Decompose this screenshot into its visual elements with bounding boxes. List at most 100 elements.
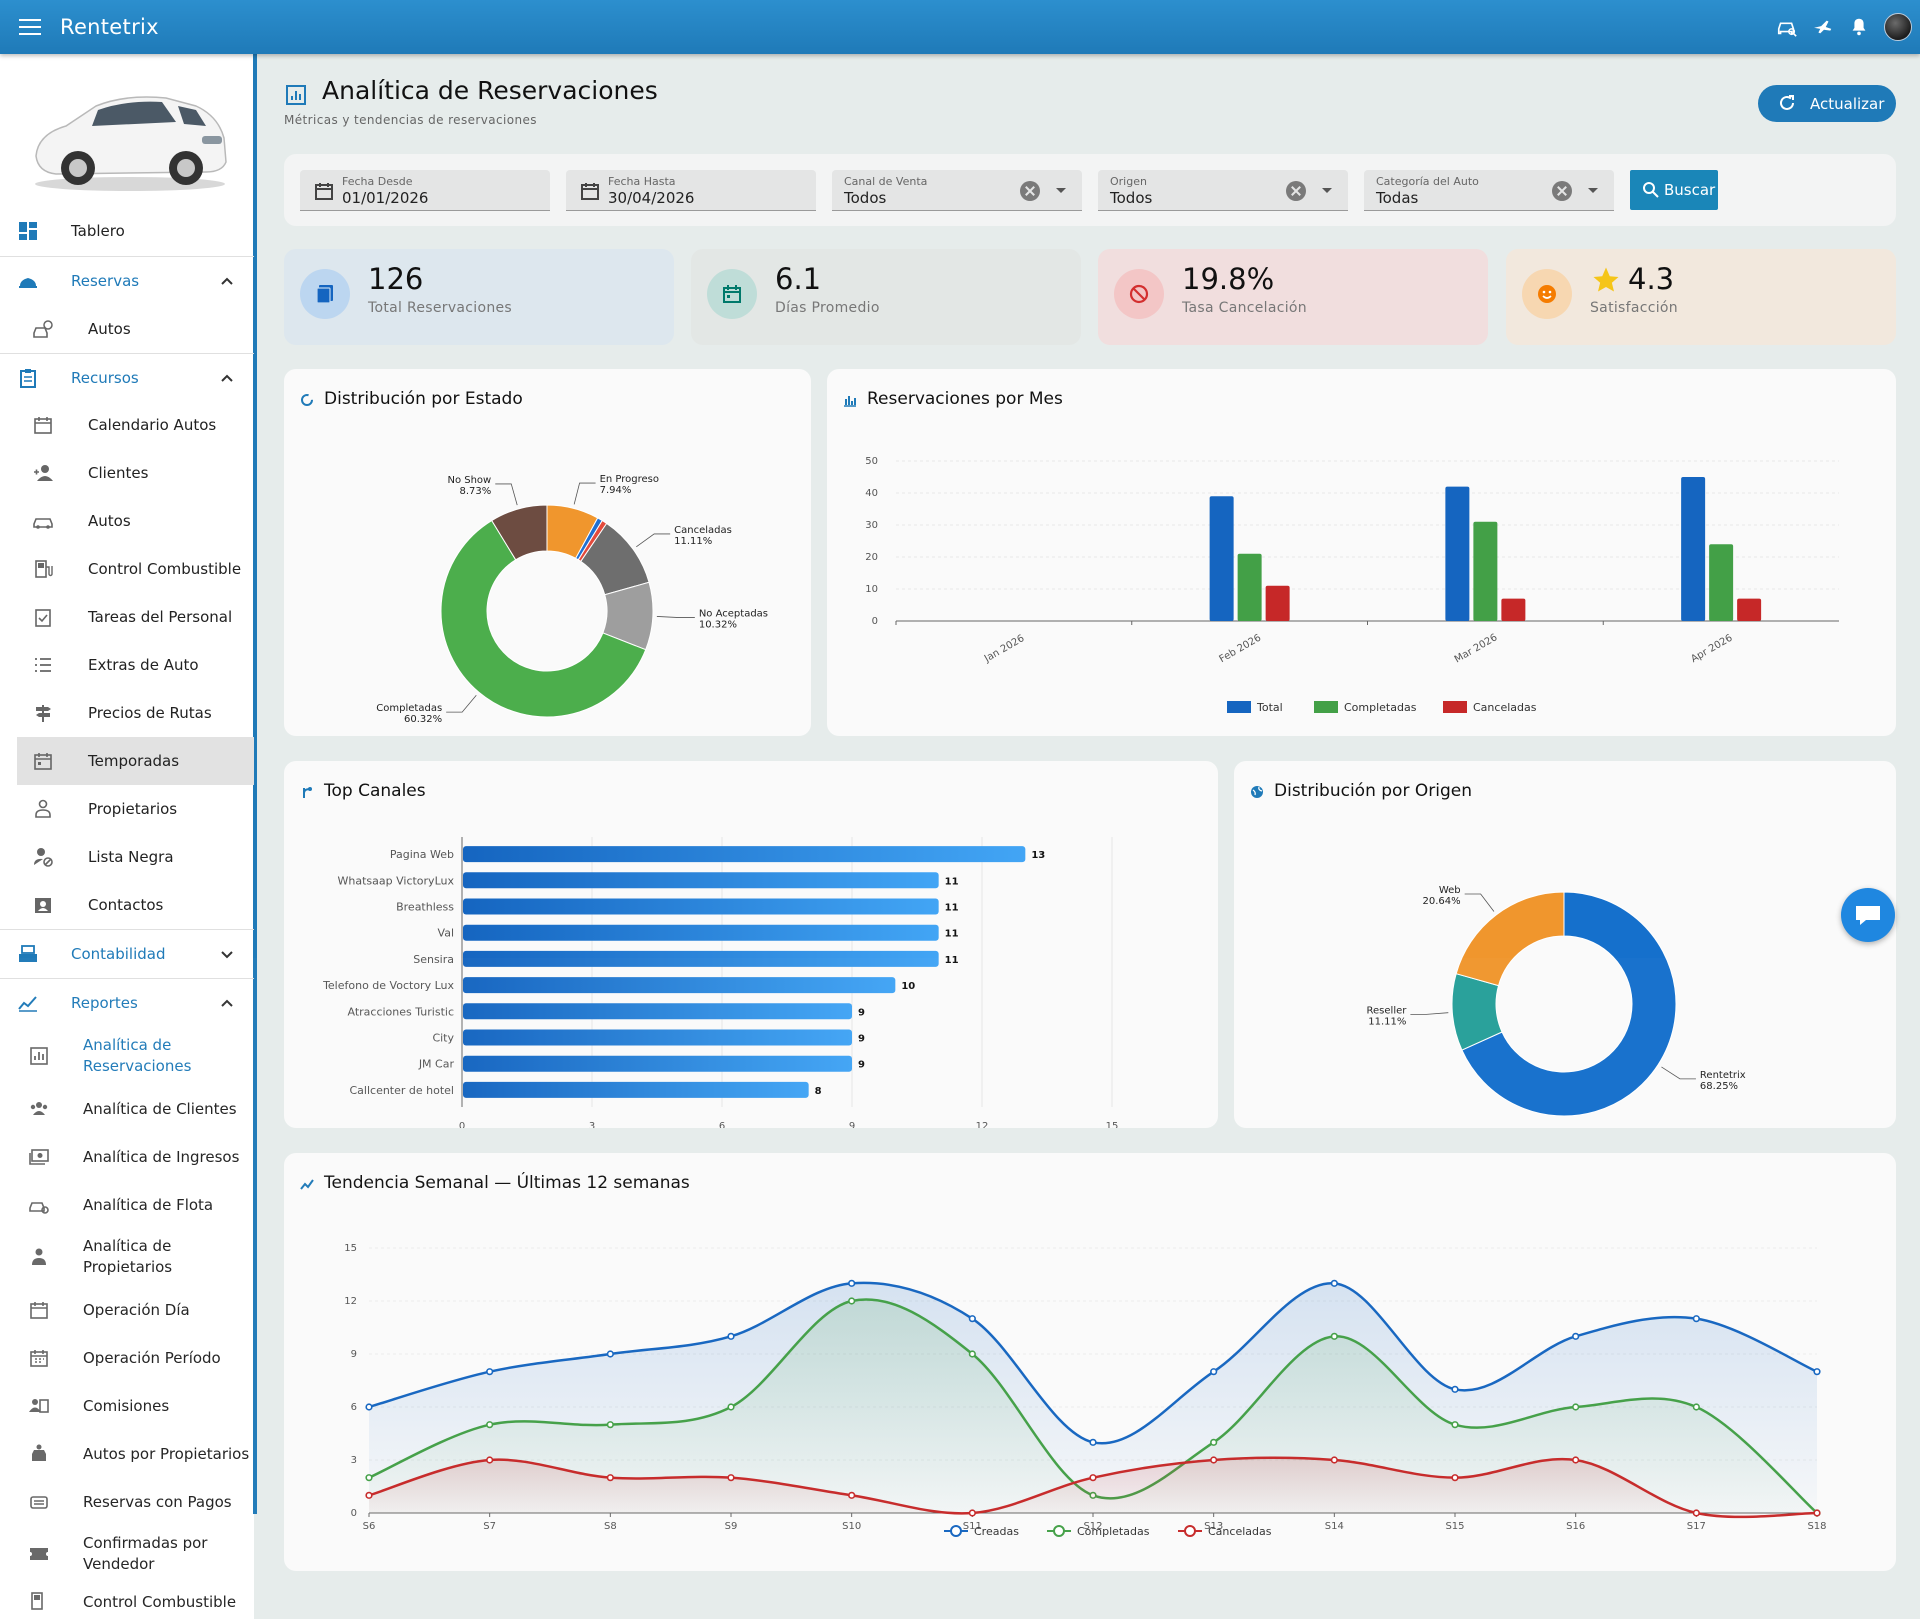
- pie-leader-line: [636, 533, 671, 548]
- date-from-value[interactable]: 01/01/2026: [342, 189, 429, 207]
- sidebar-item-label: Analítica de Ingresos: [83, 1148, 240, 1166]
- sidebar-item-temporadas[interactable]: Temporadas: [17, 737, 254, 785]
- category-select[interactable]: Categoría del Auto Todas: [1364, 170, 1614, 211]
- user-avatar[interactable]: [1884, 13, 1912, 41]
- search-button[interactable]: Buscar: [1630, 170, 1718, 210]
- menu-icon[interactable]: [19, 19, 41, 35]
- chat-button[interactable]: [1841, 888, 1895, 942]
- sidebar-item-calendario-autos[interactable]: Calendario Autos: [0, 401, 254, 449]
- calendar-icon[interactable]: [580, 181, 600, 201]
- chevron-up-icon[interactable]: [220, 996, 234, 1010]
- x-tick-label: S12: [1083, 1521, 1102, 1532]
- stat-label: Días Promedio: [775, 300, 880, 316]
- data-point: [727, 1474, 735, 1482]
- bell-icon[interactable]: [1848, 16, 1870, 38]
- plane-icon[interactable]: [1812, 16, 1834, 38]
- date-from-field[interactable]: Fecha Desde 01/01/2026: [300, 170, 550, 211]
- sidebar-item-extras-auto[interactable]: Extras de Auto: [0, 641, 254, 689]
- sidebar-item-autos-reservas[interactable]: Autos: [0, 305, 254, 353]
- y-tick-label: 30: [865, 520, 878, 531]
- pie-percent: 60.32%: [404, 714, 442, 725]
- chevron-down-icon[interactable]: [220, 947, 234, 961]
- sidebar-section-contabilidad[interactable]: Contabilidad: [0, 930, 254, 978]
- sidebar-divider: [0, 929, 254, 930]
- pie-leader-line: [495, 483, 518, 506]
- car-search-icon[interactable]: [1776, 16, 1798, 38]
- clear-icon[interactable]: [1552, 181, 1572, 201]
- sidebar-item-analitica-reservaciones[interactable]: Analítica de Reservaciones: [0, 1034, 254, 1078]
- sidebar-item-label: Contactos: [88, 896, 164, 914]
- fuel-icon: [31, 1592, 43, 1610]
- sidebar-item-confirmadas-vendedor[interactable]: Confirmadas por Vendedor: [0, 1532, 254, 1576]
- bar: [1209, 496, 1234, 621]
- y-tick-label: 6: [351, 1402, 357, 1413]
- data-label: 10: [901, 981, 915, 992]
- legend-marker: [1053, 1525, 1065, 1537]
- y-tick-label: Val: [438, 927, 454, 940]
- data-point: [1451, 1385, 1459, 1393]
- data-point: [1210, 1368, 1218, 1376]
- sidebar-item-analitica-ingresos[interactable]: Analítica de Ingresos: [0, 1133, 254, 1181]
- ticket-icon: [30, 1548, 48, 1560]
- date-to-value[interactable]: 30/04/2026: [608, 189, 695, 207]
- sidebar-item-analitica-clientes[interactable]: Analítica de Clientes: [0, 1085, 254, 1133]
- sidebar-item-operacion-dia[interactable]: Operación Día: [0, 1286, 254, 1334]
- sidebar-item-control-combustible-reportes[interactable]: Control Combustible: [0, 1585, 254, 1619]
- data-label: 11: [945, 903, 959, 914]
- pie-label: No Show: [447, 475, 491, 486]
- sidebar-item-tablero[interactable]: Tablero: [0, 207, 254, 255]
- calendar-grid-icon: [30, 1350, 48, 1367]
- sidebar-item-autos[interactable]: Autos: [0, 497, 254, 545]
- chevron-down-icon[interactable]: [1588, 188, 1598, 193]
- refresh-button[interactable]: Actualizar: [1758, 85, 1896, 122]
- bar: [1737, 598, 1762, 621]
- sidebar-item-tareas-personal[interactable]: Tareas del Personal: [0, 593, 254, 641]
- signpost-icon: [36, 705, 51, 722]
- x-tick-label: S17: [1687, 1521, 1706, 1532]
- sidebar-item-analitica-propietarios[interactable]: Analítica de Propietarios: [0, 1235, 254, 1279]
- x-tick-label: Mar 2026: [1453, 632, 1500, 665]
- sidebar-item-lista-negra[interactable]: Lista Negra: [0, 833, 254, 881]
- origin-select[interactable]: Origen Todos: [1098, 170, 1348, 211]
- sidebar-scrollbar[interactable]: [253, 54, 257, 1514]
- data-label: 9: [858, 1060, 865, 1071]
- sidebar-item-propietarios[interactable]: Propietarios: [0, 785, 254, 833]
- x-tick-label: S7: [483, 1521, 496, 1532]
- chevron-up-icon[interactable]: [220, 274, 234, 288]
- car-icon: [33, 518, 53, 529]
- sidebar-section-reservas[interactable]: Reservas: [0, 257, 254, 305]
- chevron-up-icon[interactable]: [220, 371, 234, 385]
- bar: [1501, 598, 1526, 621]
- data-point: [968, 1315, 976, 1323]
- data-point: [848, 1491, 856, 1499]
- bar-chart-icon: [286, 85, 306, 105]
- sidebar-item-comisiones[interactable]: Comisiones: [0, 1382, 254, 1430]
- sidebar-item-contactos[interactable]: Contactos: [0, 881, 254, 929]
- sidebar-item-label: Confirmadas por Vendedor: [83, 1534, 208, 1573]
- calendar-icon[interactable]: [314, 181, 334, 201]
- sidebar-section-recursos[interactable]: Recursos: [0, 354, 254, 402]
- sidebar-item-precios-rutas[interactable]: Precios de Rutas: [0, 689, 254, 737]
- date-to-field[interactable]: Fecha Hasta 30/04/2026: [566, 170, 816, 211]
- sidebar-item-label: Lista Negra: [88, 848, 174, 866]
- data-point: [1451, 1474, 1459, 1482]
- channel-select[interactable]: Canal de Venta Todos: [832, 170, 1082, 211]
- chevron-down-icon[interactable]: [1322, 188, 1332, 193]
- clear-icon[interactable]: [1286, 181, 1306, 201]
- legend-label: Canceladas: [1473, 701, 1537, 714]
- sidebar-item-reservas-pagos[interactable]: Reservas con Pagos: [0, 1478, 254, 1526]
- sidebar-item-clientes[interactable]: Clientes: [0, 449, 254, 497]
- calendar-icon: [34, 417, 52, 434]
- app-brand[interactable]: Rentetrix: [60, 15, 159, 39]
- sidebar-section-reportes[interactable]: Reportes: [0, 979, 254, 1027]
- sidebar-item-analitica-flota[interactable]: Analítica de Flota: [0, 1181, 254, 1229]
- data-point: [1692, 1403, 1700, 1411]
- sidebar-item-autos-propietarios[interactable]: Autos por Propietarios: [0, 1430, 254, 1478]
- sidebar-item-control-combustible[interactable]: Control Combustible: [0, 545, 254, 593]
- accounting-icon: [19, 945, 37, 962]
- sidebar-item-operacion-periodo[interactable]: Operación Período: [0, 1334, 254, 1382]
- y-tick-label: Whatsaap VictoryLux: [338, 874, 455, 887]
- x-tick-label: Jan 2026: [982, 633, 1027, 665]
- clear-icon[interactable]: [1020, 181, 1040, 201]
- chevron-down-icon[interactable]: [1056, 188, 1066, 193]
